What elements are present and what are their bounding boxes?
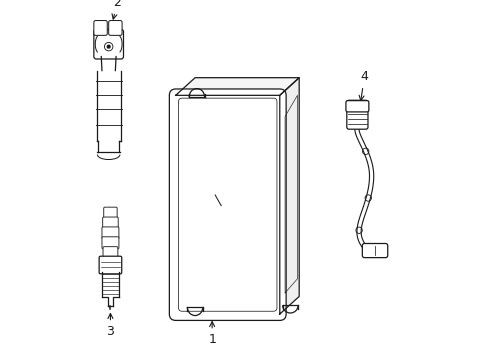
Circle shape [107, 45, 110, 48]
Polygon shape [175, 78, 299, 95]
FancyBboxPatch shape [108, 21, 122, 35]
Polygon shape [101, 57, 116, 71]
Polygon shape [108, 297, 112, 306]
Text: 2: 2 [112, 0, 121, 19]
FancyBboxPatch shape [362, 243, 387, 258]
FancyBboxPatch shape [94, 21, 107, 35]
Text: 3: 3 [106, 314, 114, 338]
Polygon shape [97, 71, 121, 141]
FancyBboxPatch shape [94, 30, 123, 59]
FancyBboxPatch shape [102, 217, 118, 229]
FancyBboxPatch shape [169, 89, 285, 320]
FancyBboxPatch shape [103, 247, 118, 259]
Polygon shape [102, 273, 119, 297]
FancyBboxPatch shape [346, 100, 367, 129]
FancyBboxPatch shape [345, 100, 368, 112]
FancyBboxPatch shape [102, 237, 119, 249]
Polygon shape [98, 141, 119, 152]
FancyBboxPatch shape [103, 207, 117, 219]
Polygon shape [279, 78, 299, 314]
FancyBboxPatch shape [102, 227, 119, 239]
Text: 4: 4 [358, 70, 367, 100]
Text: 1: 1 [208, 321, 216, 346]
FancyBboxPatch shape [99, 256, 122, 274]
